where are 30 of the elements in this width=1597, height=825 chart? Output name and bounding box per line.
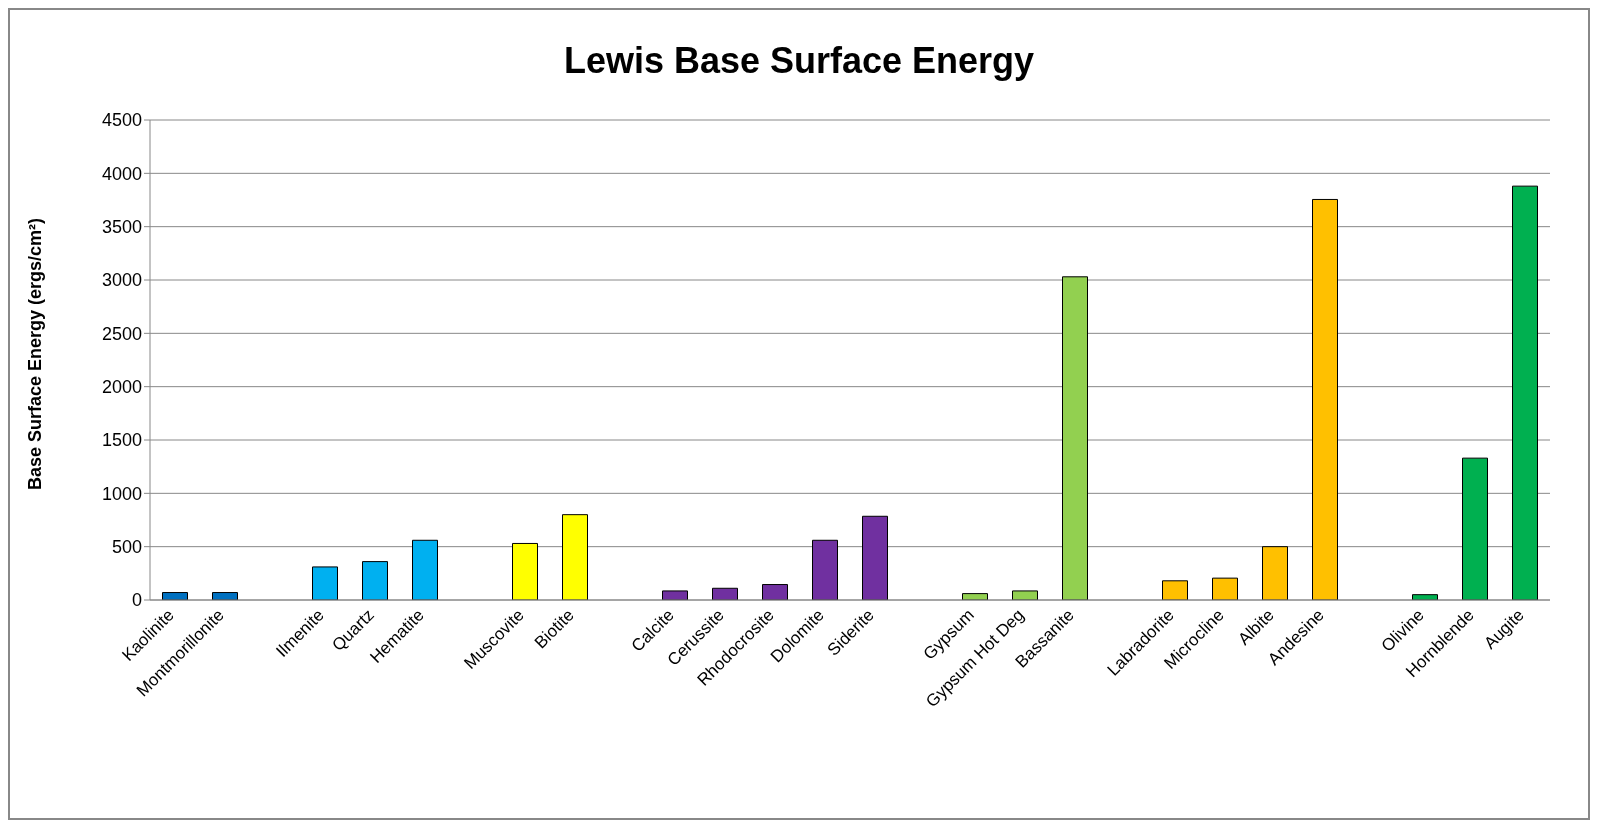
- bar: [1062, 276, 1088, 600]
- bar: [1212, 577, 1238, 600]
- bar: [762, 584, 788, 600]
- bar: [362, 561, 388, 600]
- bar: [1462, 457, 1488, 600]
- bar: [1012, 590, 1038, 600]
- y-tick-label: 4000: [101, 163, 142, 184]
- bar: [812, 539, 838, 600]
- bar: [512, 542, 538, 600]
- bar: [862, 515, 888, 600]
- y-tick-label: 500: [111, 537, 142, 558]
- y-tick-label: 3000: [101, 270, 142, 291]
- y-tick-label: 0: [131, 590, 142, 611]
- bar: [712, 587, 738, 600]
- y-tick-label: 3500: [101, 217, 142, 238]
- bar: [1262, 546, 1288, 600]
- y-tick-label: 2500: [101, 323, 142, 344]
- bar: [1512, 185, 1538, 600]
- y-tick-label: 4500: [101, 110, 142, 131]
- bar: [662, 590, 688, 600]
- bar: [562, 514, 588, 600]
- y-axis-title: Base Surface Energy (ergs/cm²): [25, 217, 46, 490]
- y-tick-label: 1500: [101, 430, 142, 451]
- bar: [412, 539, 438, 600]
- chart-title: Lewis Base Surface Energy: [562, 40, 1036, 82]
- bar: [1312, 198, 1338, 600]
- bar: [312, 566, 338, 600]
- y-tick-label: 1000: [101, 483, 142, 504]
- y-tick-label: 2000: [101, 377, 142, 398]
- bar: [1162, 580, 1188, 600]
